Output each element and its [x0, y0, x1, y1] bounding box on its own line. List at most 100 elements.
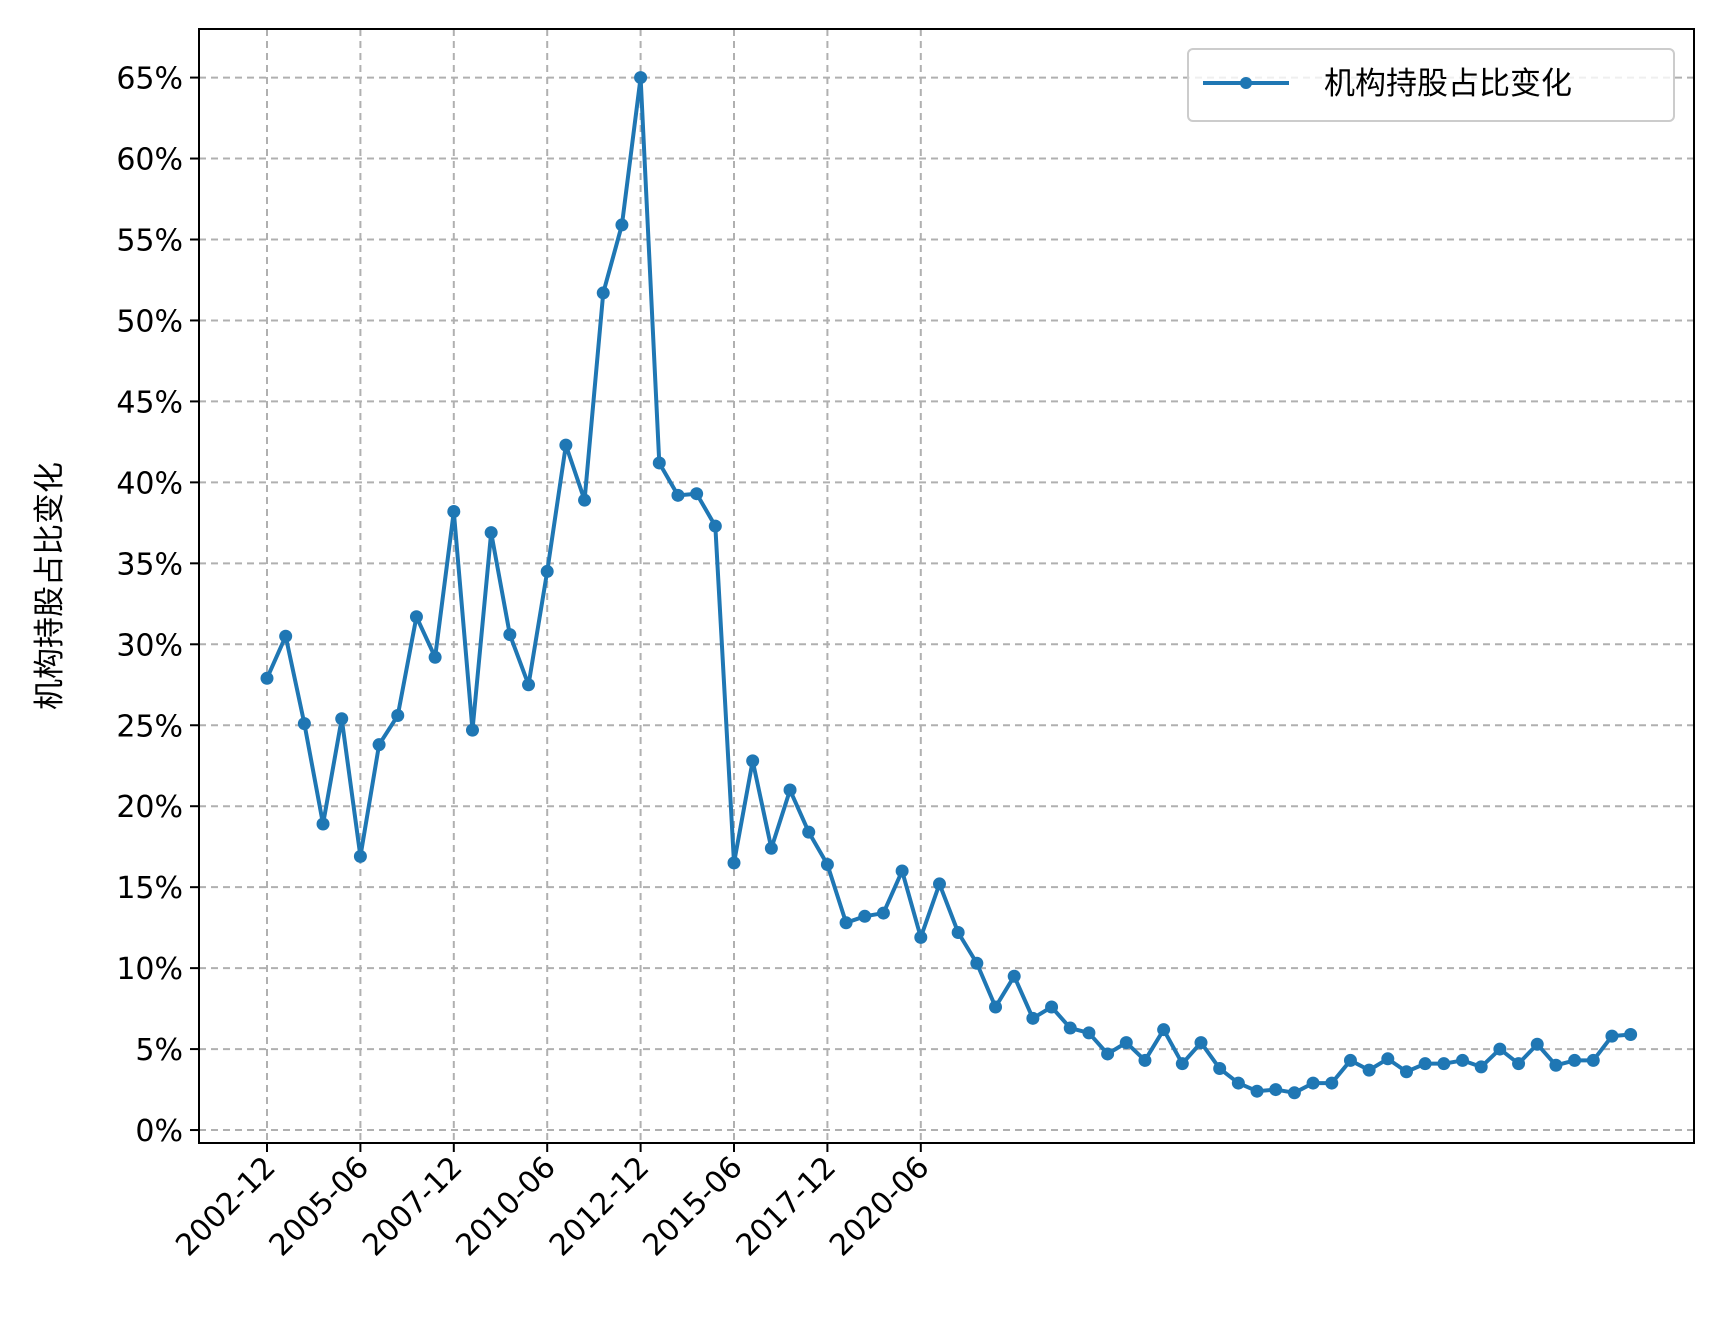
data-point [260, 671, 274, 685]
data-point [1007, 969, 1021, 983]
data-point [1362, 1063, 1376, 1077]
data-point [634, 71, 648, 85]
y-tick-label: 40% [116, 466, 183, 501]
data-point [1624, 1028, 1638, 1042]
data-point [1586, 1053, 1600, 1067]
data-point [1082, 1026, 1096, 1040]
data-point [1045, 1000, 1059, 1014]
data-point [615, 218, 629, 232]
data-point [839, 916, 853, 930]
data-point [764, 841, 778, 855]
data-point [1381, 1052, 1395, 1066]
data-point [484, 526, 498, 540]
y-tick-label: 30% [116, 628, 183, 663]
legend: 机构持股占比变化 [1187, 48, 1675, 122]
data-point [820, 858, 834, 871]
legend-point-marker [1240, 77, 1252, 89]
y-tick-label: 65% [116, 62, 183, 97]
data-point [540, 564, 554, 578]
y-tick-label: 55% [116, 223, 183, 258]
data-point [671, 488, 685, 502]
data-point [1493, 1042, 1507, 1056]
y-tick-label: 45% [116, 385, 183, 420]
data-point [503, 628, 517, 642]
data-point [409, 610, 423, 624]
data-point [372, 738, 386, 752]
y-tick-label: 50% [116, 304, 183, 339]
data-point [465, 723, 479, 737]
y-tick-label: 0% [135, 1114, 183, 1149]
data-point [1231, 1076, 1245, 1090]
data-point [1605, 1029, 1619, 1043]
data-point [727, 856, 741, 870]
x-gridlines [266, 29, 922, 1143]
data-point [1213, 1062, 1227, 1076]
data-point [1101, 1047, 1115, 1061]
legend-box [1187, 48, 1675, 122]
data-point [1343, 1053, 1357, 1067]
data-point [970, 956, 984, 970]
data-point [1530, 1037, 1544, 1051]
data-point [914, 930, 928, 944]
data-point [1250, 1084, 1264, 1098]
y-tick-label: 20% [116, 790, 183, 825]
data-point [522, 678, 536, 692]
data-point [1269, 1083, 1283, 1097]
data-point [802, 825, 816, 839]
data-point [1325, 1076, 1339, 1090]
data-point [783, 783, 797, 797]
legend-label: 机构持股占比变化 [1324, 66, 1572, 102]
y-tick-label: 5% [135, 1033, 183, 1068]
y-tick-label: 10% [116, 952, 183, 987]
y-tick-label: 25% [116, 709, 183, 744]
data-point [316, 817, 330, 831]
data-point [1437, 1057, 1451, 1071]
data-point [1568, 1053, 1582, 1067]
data-point [858, 909, 872, 923]
data-point [353, 849, 367, 863]
y-axis-ticks: 0% 5% 10% 15% 20% 25% 30% 35% 40% 45% 50% 55% 60% 65% [116, 62, 199, 1149]
data-point [1119, 1036, 1133, 1050]
data-point [447, 505, 461, 519]
plot-frame [198, 28, 1695, 1144]
data-point [1138, 1053, 1152, 1067]
data-point [1157, 1023, 1171, 1037]
data-point [1026, 1011, 1040, 1025]
data-point [932, 877, 946, 891]
data-point [652, 456, 666, 470]
data-point [596, 286, 610, 300]
data-point [391, 709, 405, 723]
data-point [1456, 1053, 1470, 1067]
data-point [559, 438, 573, 452]
data-point [1175, 1057, 1189, 1071]
y-tick-label: 60% [116, 143, 183, 178]
data-point [1418, 1057, 1432, 1071]
data-point [1399, 1065, 1413, 1079]
y-tick-label: 15% [116, 871, 183, 906]
data-point [690, 487, 704, 501]
data-point [297, 717, 311, 731]
data-point [1549, 1058, 1563, 1072]
data-point [895, 864, 909, 878]
data-point [1063, 1021, 1077, 1035]
data-point [989, 1000, 1003, 1014]
data-point [951, 926, 965, 940]
data-point [279, 629, 293, 643]
data-point [578, 493, 592, 507]
y-gridlines [199, 76, 1694, 1132]
data-point [708, 519, 722, 533]
data-point [1287, 1086, 1301, 1100]
data-point [1306, 1076, 1320, 1090]
data-point [335, 712, 349, 726]
data-point [876, 906, 890, 920]
data-point [1194, 1036, 1208, 1050]
y-axis-label: 机构持股占比变化 [32, 462, 68, 710]
series-layer [260, 71, 1638, 1100]
data-point [1512, 1057, 1526, 1071]
data-point [746, 754, 760, 768]
y-tick-label: 35% [116, 547, 183, 582]
data-point [428, 650, 442, 664]
data-point [1474, 1060, 1488, 1074]
